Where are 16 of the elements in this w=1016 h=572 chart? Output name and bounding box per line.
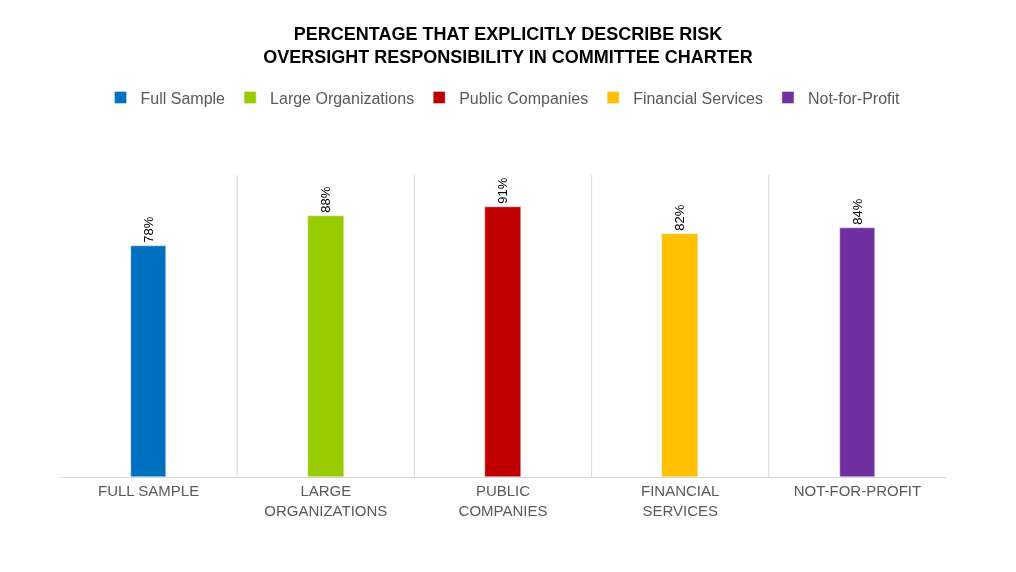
- data-label: 82%: [672, 204, 688, 231]
- x-tick-label: FINANCIAL SERVICES: [641, 482, 720, 519]
- legend-label: Not-for-Profit: [807, 89, 901, 107]
- data-label: 84%: [849, 198, 865, 225]
- legend-label: Public Companies: [459, 89, 589, 107]
- legend-label: Full Sample: [140, 89, 226, 107]
- x-tick-label: PUBLIC COMPANIES: [458, 482, 548, 519]
- x-tick-label: LARGE ORGANIZATIONS: [264, 482, 388, 519]
- x-tick-label: FULL SAMPLE: [98, 482, 200, 499]
- legend-label: Large Organizations: [270, 89, 415, 107]
- data-label: 91%: [495, 177, 511, 204]
- chart-title: PERCENTAGE THAT EXPLICITLY DESCRIBE RISK OVERSIGHT RESPONSIBILITY IN COMMITTEE CHARTER: [263, 24, 753, 68]
- data-label: 88%: [318, 186, 334, 213]
- x-tick-label: NOT-FOR-PROFIT: [793, 482, 922, 499]
- data-label: 78%: [140, 216, 156, 243]
- legend-label: Financial Services: [633, 89, 763, 107]
